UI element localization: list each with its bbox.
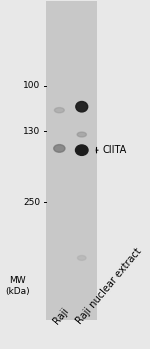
Ellipse shape: [54, 144, 65, 152]
Text: MW
(kDa): MW (kDa): [6, 276, 30, 296]
Text: Raji: Raji: [52, 305, 71, 326]
Ellipse shape: [76, 102, 88, 112]
Text: 250: 250: [23, 198, 40, 207]
Text: CIITA: CIITA: [102, 145, 126, 155]
Text: Raji nuclear extract: Raji nuclear extract: [74, 246, 143, 326]
Text: 100: 100: [23, 81, 40, 90]
Bar: [45, 1, 97, 320]
Ellipse shape: [75, 145, 88, 155]
Ellipse shape: [78, 255, 86, 260]
Ellipse shape: [77, 132, 86, 137]
Text: 130: 130: [23, 127, 40, 135]
Ellipse shape: [54, 107, 64, 113]
